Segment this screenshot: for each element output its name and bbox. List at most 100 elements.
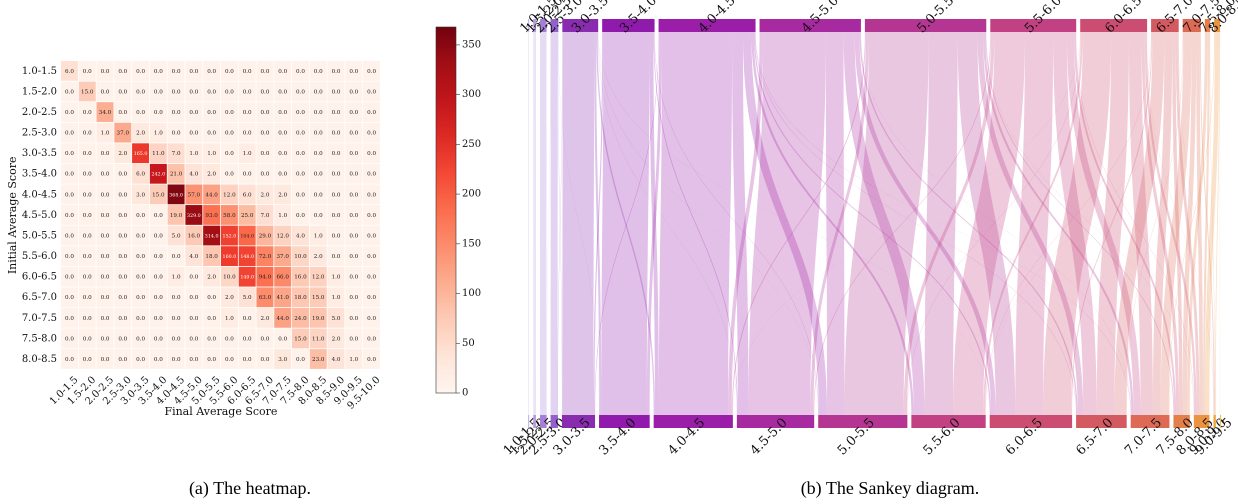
heatmap-cell-label: 0.0 <box>207 89 216 95</box>
heatmap-cell <box>61 246 78 266</box>
heatmap-cell <box>309 349 327 369</box>
heatmap-cell-label: 0.0 <box>65 192 74 198</box>
heatmap-cell <box>345 246 363 266</box>
heatmap-cell <box>114 287 132 308</box>
heatmap-cell-label: 0.0 <box>243 316 252 322</box>
heatmap-cell-label: 0.0 <box>65 233 74 239</box>
heatmap-cell <box>274 287 292 308</box>
heatmap-cell-label: 0.0 <box>314 172 323 178</box>
heatmap-cell <box>309 143 327 164</box>
heatmap-cell-label: 0.0 <box>65 131 74 137</box>
heatmap-cell <box>363 143 381 164</box>
heatmap-cell <box>132 349 150 369</box>
heatmap-cell-label: 57.0 <box>188 192 201 198</box>
heatmap-y-tick-label: 5.5-6.0 <box>22 251 57 262</box>
sankey-source-node <box>602 19 655 32</box>
heatmap-cell-label: 0.0 <box>65 275 74 281</box>
heatmap-cell-label: 12.0 <box>223 192 236 198</box>
heatmap-cell-label: 0.0 <box>349 233 358 239</box>
heatmap-cell <box>149 307 167 328</box>
heatmap-cell <box>220 225 238 246</box>
sankey-link <box>854 32 996 415</box>
heatmap-cell-label: 5.0 <box>172 233 181 239</box>
heatmap-cell-label: 0.0 <box>296 357 305 363</box>
sankey-link <box>1196 32 1204 415</box>
colorbar-tick-label: 50 <box>462 338 475 349</box>
heatmap-cell <box>132 184 150 205</box>
heatmap-cell-label: 0.0 <box>314 131 323 137</box>
heatmap-cell <box>327 184 345 205</box>
sankey-source-node <box>1204 19 1211 32</box>
heatmap-cell <box>96 225 114 246</box>
heatmap-cell-label: 0.0 <box>83 213 92 219</box>
heatmap-cell-label: 7.0 <box>172 151 181 157</box>
heatmap-cell <box>274 205 292 225</box>
heatmap-cell <box>96 184 114 205</box>
heatmap-x-axis-label: Final Average Score <box>164 405 277 418</box>
heatmap-cell <box>292 102 309 122</box>
heatmap-cell <box>78 81 96 102</box>
heatmap-cell-label: 0.0 <box>332 69 341 75</box>
heatmap-cell <box>203 163 221 184</box>
sankey-link <box>594 32 660 415</box>
heatmap-cell <box>96 246 114 266</box>
heatmap-cell <box>114 225 132 246</box>
sankey-link <box>860 32 1132 415</box>
heatmap-cell <box>167 184 185 205</box>
heatmap-cell <box>292 328 309 349</box>
heatmap-cell-label: 1.0 <box>314 233 323 239</box>
heatmap-cell-label: 0.0 <box>83 110 92 116</box>
heatmap-cell-label: 0.0 <box>65 357 74 363</box>
heatmap-cell <box>149 143 167 164</box>
sankey-link <box>985 32 1175 415</box>
heatmap-cell <box>78 163 96 184</box>
heatmap-cell-label: 0.0 <box>83 131 92 137</box>
heatmap-cell <box>345 328 363 349</box>
heatmap-cell <box>238 163 256 184</box>
heatmap-cell-label: 0.0 <box>118 336 127 342</box>
heatmap-cell-label: 0.0 <box>83 295 92 301</box>
heatmap-cell <box>274 307 292 328</box>
sankey-link <box>1205 32 1220 415</box>
sankey-target-node <box>540 415 547 428</box>
heatmap-cell-label: 0.0 <box>261 89 270 95</box>
heatmap-cell <box>149 328 167 349</box>
heatmap-cell-label: 0.0 <box>367 357 376 363</box>
heatmap-cell-label: 0.0 <box>367 69 376 75</box>
heatmap-cell <box>327 328 345 349</box>
sankey-link <box>957 32 1016 415</box>
sankey-link <box>1160 32 1192 415</box>
heatmap-cell <box>114 246 132 266</box>
heatmap-cell-label: 0.0 <box>136 110 145 116</box>
sankey-link <box>540 32 547 415</box>
sankey-link <box>810 32 869 415</box>
heatmap-cell-label: 1.0 <box>154 131 163 137</box>
heatmap-cell <box>167 246 185 266</box>
heatmap-cell <box>238 246 256 266</box>
heatmap-cell-label: 1.0 <box>189 151 198 157</box>
sankey-source-node <box>528 19 530 32</box>
heatmap-cell <box>61 349 78 369</box>
sankey-link <box>1096 32 1129 415</box>
heatmap-cell <box>238 122 256 143</box>
sankey-link <box>1199 32 1215 415</box>
heatmap-cell <box>327 225 345 246</box>
heatmap-cell-label: 0.0 <box>65 316 74 322</box>
heatmap-cell-label: 0.0 <box>101 213 110 219</box>
heatmap-cell <box>132 287 150 308</box>
heatmap-cell <box>203 307 221 328</box>
colorbar-tick-label: 300 <box>462 89 481 100</box>
heatmap-cell-label: 0.0 <box>207 131 216 137</box>
sankey-target-node <box>1219 415 1222 428</box>
heatmap-cell <box>220 287 238 308</box>
heatmap-cell-label: 1.0 <box>101 131 110 137</box>
heatmap-cell-label: 2.0 <box>207 172 216 178</box>
heatmap-cell-label: 0.0 <box>261 357 270 363</box>
sankey-source-node <box>658 19 756 32</box>
heatmap-cell <box>132 163 150 184</box>
heatmap-cell-label: 0.0 <box>225 110 234 116</box>
heatmap-cell-label: 23.0 <box>312 357 325 363</box>
sankey-link <box>1073 32 1177 415</box>
heatmap-cell-label: 19.0 <box>312 316 325 322</box>
heatmap-cell <box>149 287 167 308</box>
